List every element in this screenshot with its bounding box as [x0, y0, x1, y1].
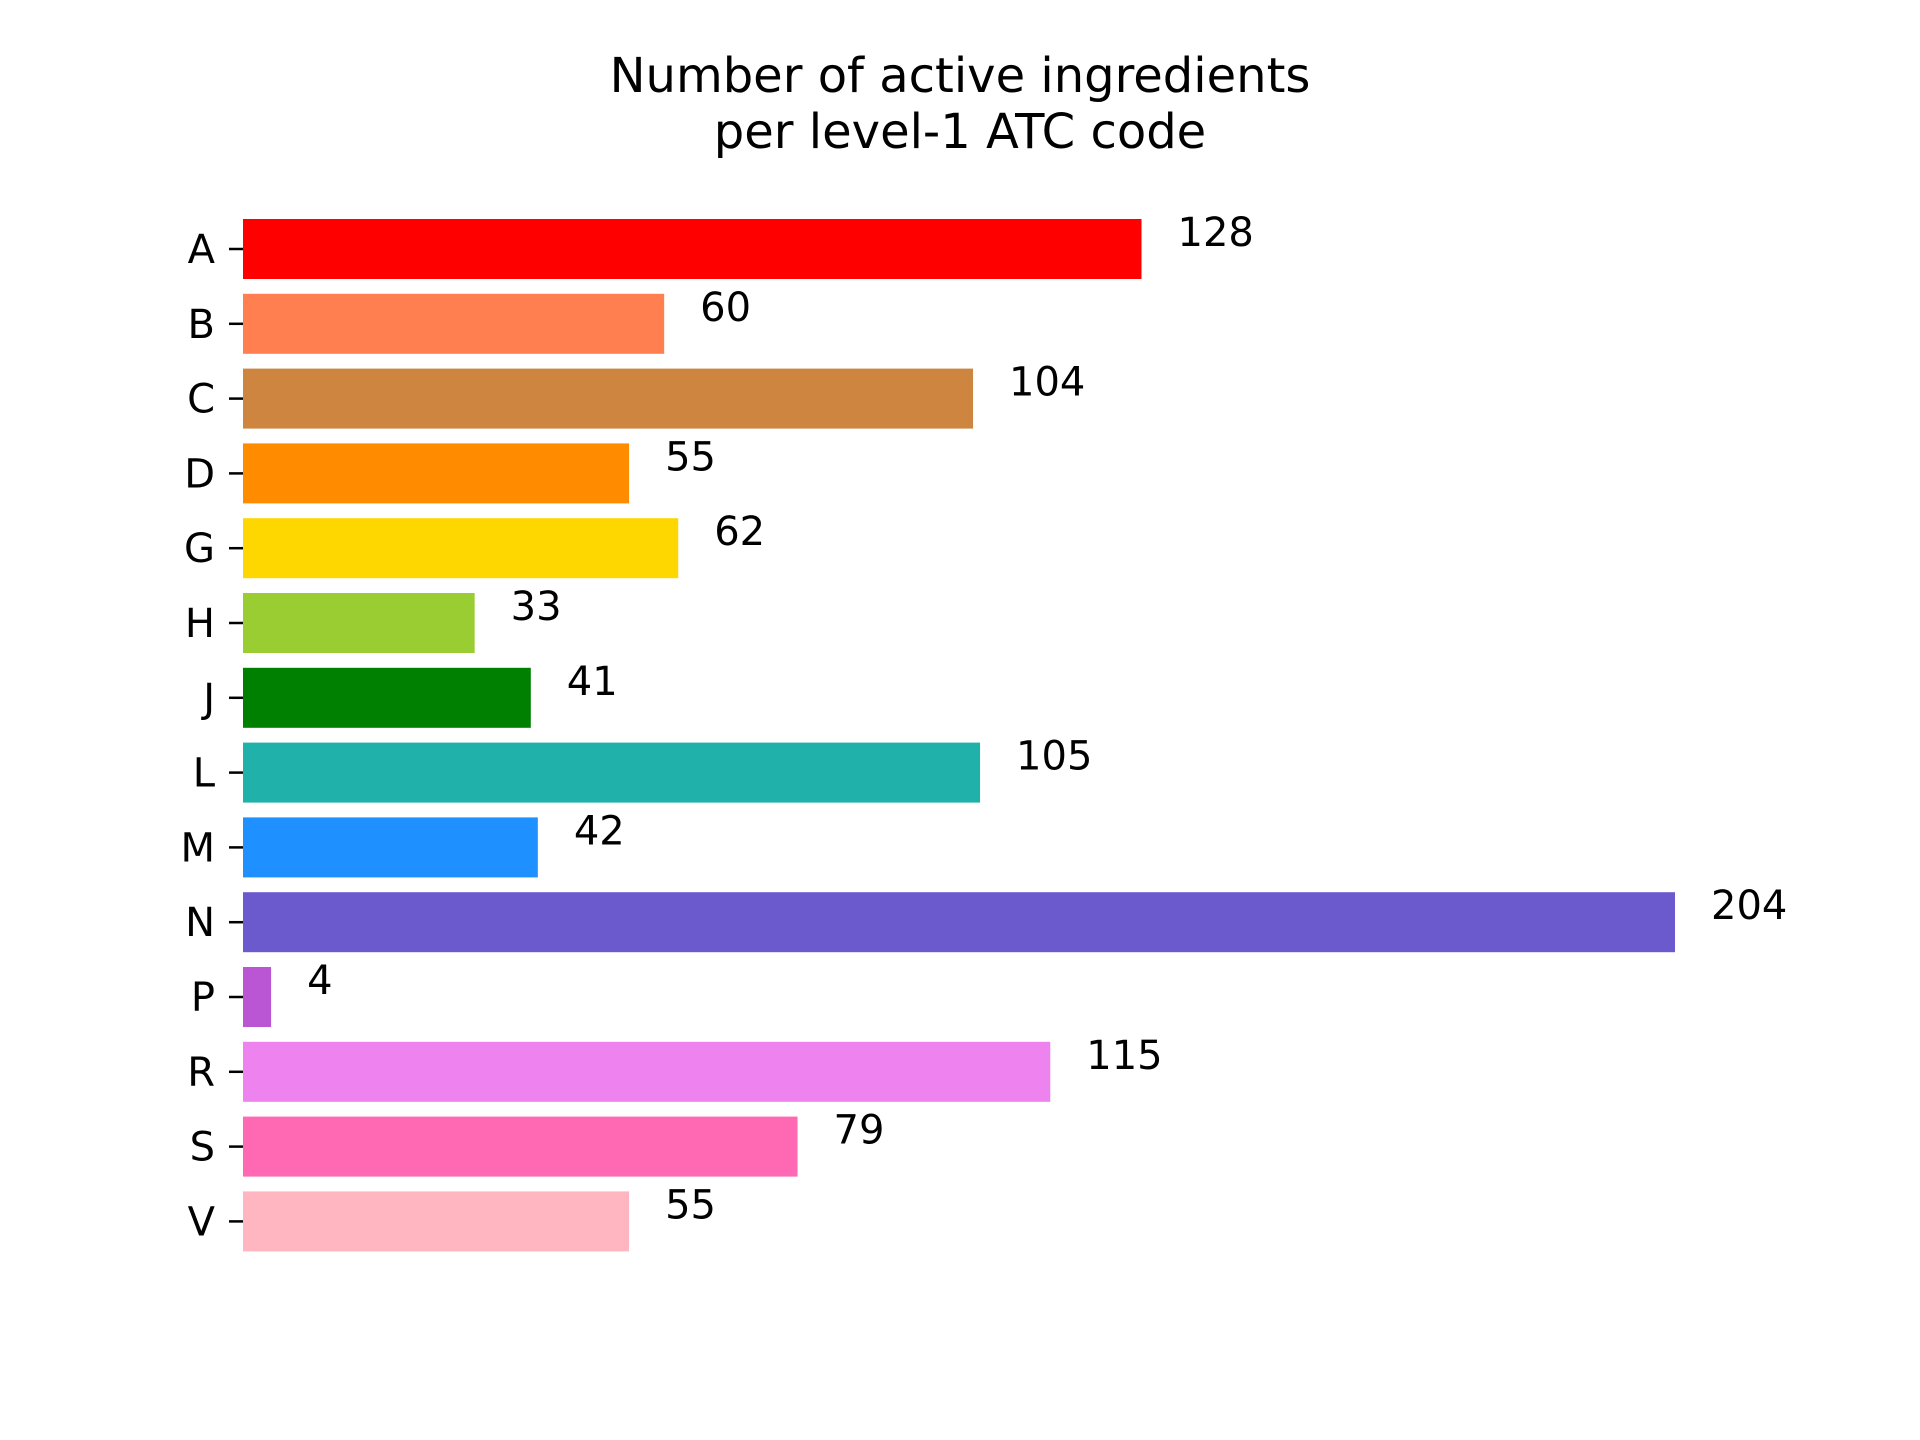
data-label-P: 4 [307, 958, 332, 1004]
y-tick-label-P: P [191, 975, 215, 1021]
y-tick-label-B: B [188, 302, 215, 348]
bar-M [243, 817, 538, 878]
bar-V [243, 1191, 630, 1252]
y-tick-label-M: M [180, 825, 215, 871]
chart-title-line-2: per level-1 ATC code [713, 104, 1207, 160]
bar-S [243, 1116, 798, 1177]
y-tick-label-J: J [200, 676, 215, 722]
y-tick-label-C: C [187, 377, 215, 423]
bar-N [243, 892, 1675, 953]
y-tick-label-D: D [184, 451, 215, 497]
data-label-G: 62 [714, 509, 765, 555]
data-label-B: 60 [700, 285, 751, 331]
data-label-L: 105 [1016, 734, 1092, 780]
bar-C [243, 368, 974, 429]
y-tick-label-A: A [188, 227, 216, 273]
y-tick-label-N: N [185, 900, 215, 946]
bar-G [243, 518, 679, 579]
data-label-N: 204 [1711, 883, 1787, 929]
bar-D [243, 443, 630, 504]
bar-J [243, 667, 531, 728]
chart-title-line-1: Number of active ingredients [609, 48, 1311, 104]
data-label-S: 79 [834, 1108, 885, 1154]
bar-R [243, 1041, 1051, 1102]
bar-B [243, 293, 665, 354]
data-label-H: 33 [511, 584, 562, 630]
y-tick-label-L: L [193, 751, 216, 797]
y-tick-label-G: G [184, 526, 215, 572]
y-tick-label-V: V [188, 1199, 216, 1245]
bar-P [243, 967, 272, 1027]
data-label-V: 55 [665, 1182, 716, 1228]
data-label-C: 104 [1009, 360, 1085, 406]
y-tick-label-H: H [185, 601, 215, 647]
bar-A [243, 219, 1142, 279]
data-label-A: 128 [1178, 210, 1254, 256]
bar-L [243, 742, 981, 803]
data-label-J: 41 [567, 659, 618, 705]
data-label-R: 115 [1086, 1033, 1162, 1079]
data-label-D: 55 [665, 434, 716, 480]
y-tick-label-R: R [187, 1050, 215, 1096]
data-label-M: 42 [574, 808, 625, 854]
y-tick-label-S: S [190, 1125, 215, 1171]
bar-H [243, 593, 475, 653]
